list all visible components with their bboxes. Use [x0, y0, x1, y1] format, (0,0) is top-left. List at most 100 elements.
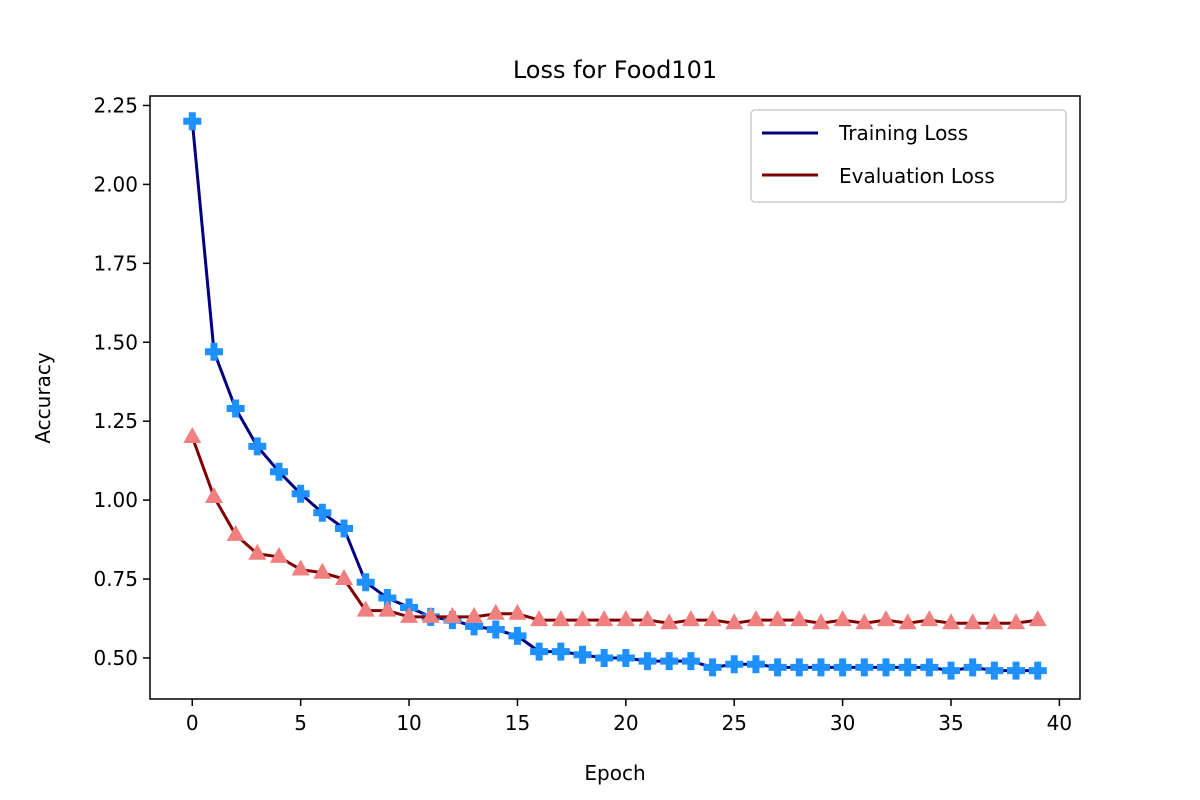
data-point-evaluation [963, 613, 982, 630]
data-point-training [985, 661, 1004, 680]
data-point-training [486, 620, 505, 639]
y-tick-label: 0.75 [93, 567, 138, 591]
data-point-evaluation [183, 426, 202, 443]
x-axis-ticks: 0 5 10 15 20 25 30 35 40 [186, 699, 1072, 735]
data-point-training [746, 655, 765, 674]
data-point-training [313, 503, 332, 522]
x-tick-label: 0 [186, 711, 199, 735]
data-point-training [616, 648, 635, 667]
x-tick-label: 5 [294, 711, 307, 735]
data-point-evaluation [833, 610, 852, 627]
data-point-evaluation [985, 613, 1004, 630]
data-point-evaluation [530, 610, 549, 627]
data-point-evaluation [616, 610, 635, 627]
data-point-training [356, 573, 375, 592]
data-point-evaluation [421, 606, 440, 623]
data-point-training [768, 658, 787, 677]
data-point-evaluation [790, 610, 809, 627]
data-point-training [291, 484, 310, 503]
data-point-training [963, 658, 982, 677]
data-point-evaluation [703, 610, 722, 627]
data-point-training [573, 645, 592, 664]
x-tick-label: 10 [396, 711, 421, 735]
data-point-training [703, 658, 722, 677]
data-point-training [920, 658, 939, 677]
y-tick-label: 0.50 [93, 646, 138, 670]
data-point-evaluation [725, 613, 744, 630]
data-point-training [1007, 661, 1026, 680]
plot-marks [183, 112, 1047, 680]
data-point-evaluation [920, 610, 939, 627]
y-tick-label: 1.25 [93, 409, 138, 433]
data-point-evaluation [291, 559, 310, 576]
legend-label-evaluation: Evaluation Loss [839, 164, 995, 188]
data-point-evaluation [898, 613, 917, 630]
data-point-training [898, 658, 917, 677]
data-point-training [465, 617, 484, 636]
data-point-evaluation [356, 600, 375, 617]
x-tick-label: 35 [938, 711, 963, 735]
data-point-evaluation [768, 610, 787, 627]
data-point-evaluation [595, 610, 614, 627]
x-tick-label: 30 [830, 711, 855, 735]
data-point-training [790, 658, 809, 677]
data-point-evaluation [942, 613, 961, 630]
legend: Training Loss Evaluation Loss [750, 109, 1067, 203]
data-point-training [595, 648, 614, 667]
data-point-evaluation [465, 606, 484, 623]
x-tick-label: 40 [1047, 711, 1072, 735]
data-point-evaluation [335, 569, 354, 586]
data-point-evaluation [486, 603, 505, 620]
data-point-evaluation [508, 603, 527, 620]
data-point-training [681, 652, 700, 671]
data-point-evaluation [638, 610, 657, 627]
data-point-evaluation [746, 610, 765, 627]
chart-title: Loss for Food101 [513, 56, 717, 84]
data-point-training [508, 626, 527, 645]
series-line-evaluation [190, 436, 1038, 625]
data-point-training [335, 519, 354, 538]
data-point-training [942, 661, 961, 680]
data-point-training [530, 642, 549, 661]
data-point-evaluation [660, 613, 679, 630]
x-tick-label: 20 [613, 711, 638, 735]
data-point-training [248, 437, 267, 456]
data-point-evaluation [400, 606, 419, 623]
x-axis-label: Epoch [584, 761, 645, 785]
data-point-evaluation [269, 546, 288, 563]
x-tick-label: 15 [505, 711, 530, 735]
data-point-training [855, 658, 874, 677]
data-point-evaluation [378, 600, 397, 617]
data-point-training [811, 658, 830, 677]
y-tick-label: 2.00 [93, 172, 138, 196]
x-tick-label: 25 [722, 711, 747, 735]
data-point-evaluation [551, 610, 570, 627]
data-point-evaluation [811, 613, 830, 630]
data-point-training [551, 642, 570, 661]
data-point-training [1028, 661, 1047, 680]
data-point-evaluation [204, 486, 223, 503]
data-point-training [725, 655, 744, 674]
data-point-evaluation [1007, 613, 1026, 630]
data-point-evaluation [1028, 610, 1047, 627]
data-point-evaluation [681, 610, 700, 627]
data-point-training [833, 658, 852, 677]
legend-label-training: Training Loss [838, 121, 968, 145]
data-point-training [226, 399, 245, 418]
y-tick-label: 1.75 [93, 251, 138, 275]
plot-frame [149, 95, 1081, 700]
y-axis-label: Accuracy [31, 352, 55, 443]
data-point-training [378, 588, 397, 607]
data-point-evaluation [313, 562, 332, 579]
data-point-evaluation [226, 524, 245, 541]
data-point-evaluation [876, 610, 895, 627]
data-point-evaluation [248, 543, 267, 560]
legend-box [750, 109, 1067, 203]
data-point-training [876, 658, 895, 677]
data-point-training [204, 342, 223, 361]
data-point-evaluation [855, 613, 874, 630]
data-point-evaluation [573, 610, 592, 627]
data-point-training [269, 462, 288, 481]
data-point-training [660, 652, 679, 671]
